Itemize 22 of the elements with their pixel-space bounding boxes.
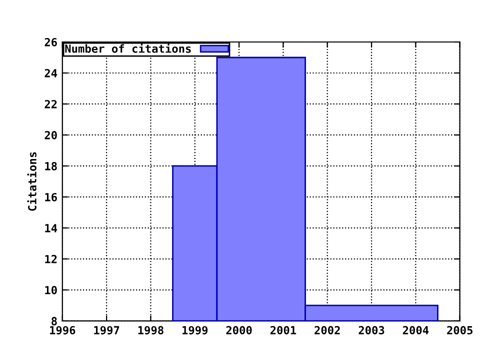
y-tick-label: 22	[44, 100, 57, 108]
x-tick-label: 1996	[50, 326, 76, 334]
x-tick-label: 2002	[314, 326, 340, 334]
y-tick-label: 14	[45, 224, 58, 232]
x-tick-label: 2001	[270, 326, 296, 334]
legend-label: Number of citations	[65, 44, 191, 53]
y-tick-label: 10	[45, 286, 57, 294]
y-tick-label: 26	[44, 38, 57, 46]
y-tick-label: 24	[44, 68, 58, 78]
y-tick-label: 18	[45, 162, 57, 170]
x-tick-label: 1999	[182, 326, 208, 334]
x-tick-label: 2004	[402, 326, 429, 334]
x-tick-label: 2005	[447, 326, 472, 334]
y-tick-label: 20	[44, 130, 57, 140]
x-tick-label: 1998	[138, 326, 164, 334]
y-tick-label: 8	[52, 316, 57, 326]
x-tick-label: 1997	[94, 326, 120, 334]
y-axis-title: Citations	[27, 152, 36, 211]
y-tick-label: 12	[45, 254, 57, 264]
y-tick-label: 16	[45, 192, 57, 202]
x-tick-label: 2000	[226, 326, 252, 334]
x-tick-label: 2003	[358, 326, 384, 334]
